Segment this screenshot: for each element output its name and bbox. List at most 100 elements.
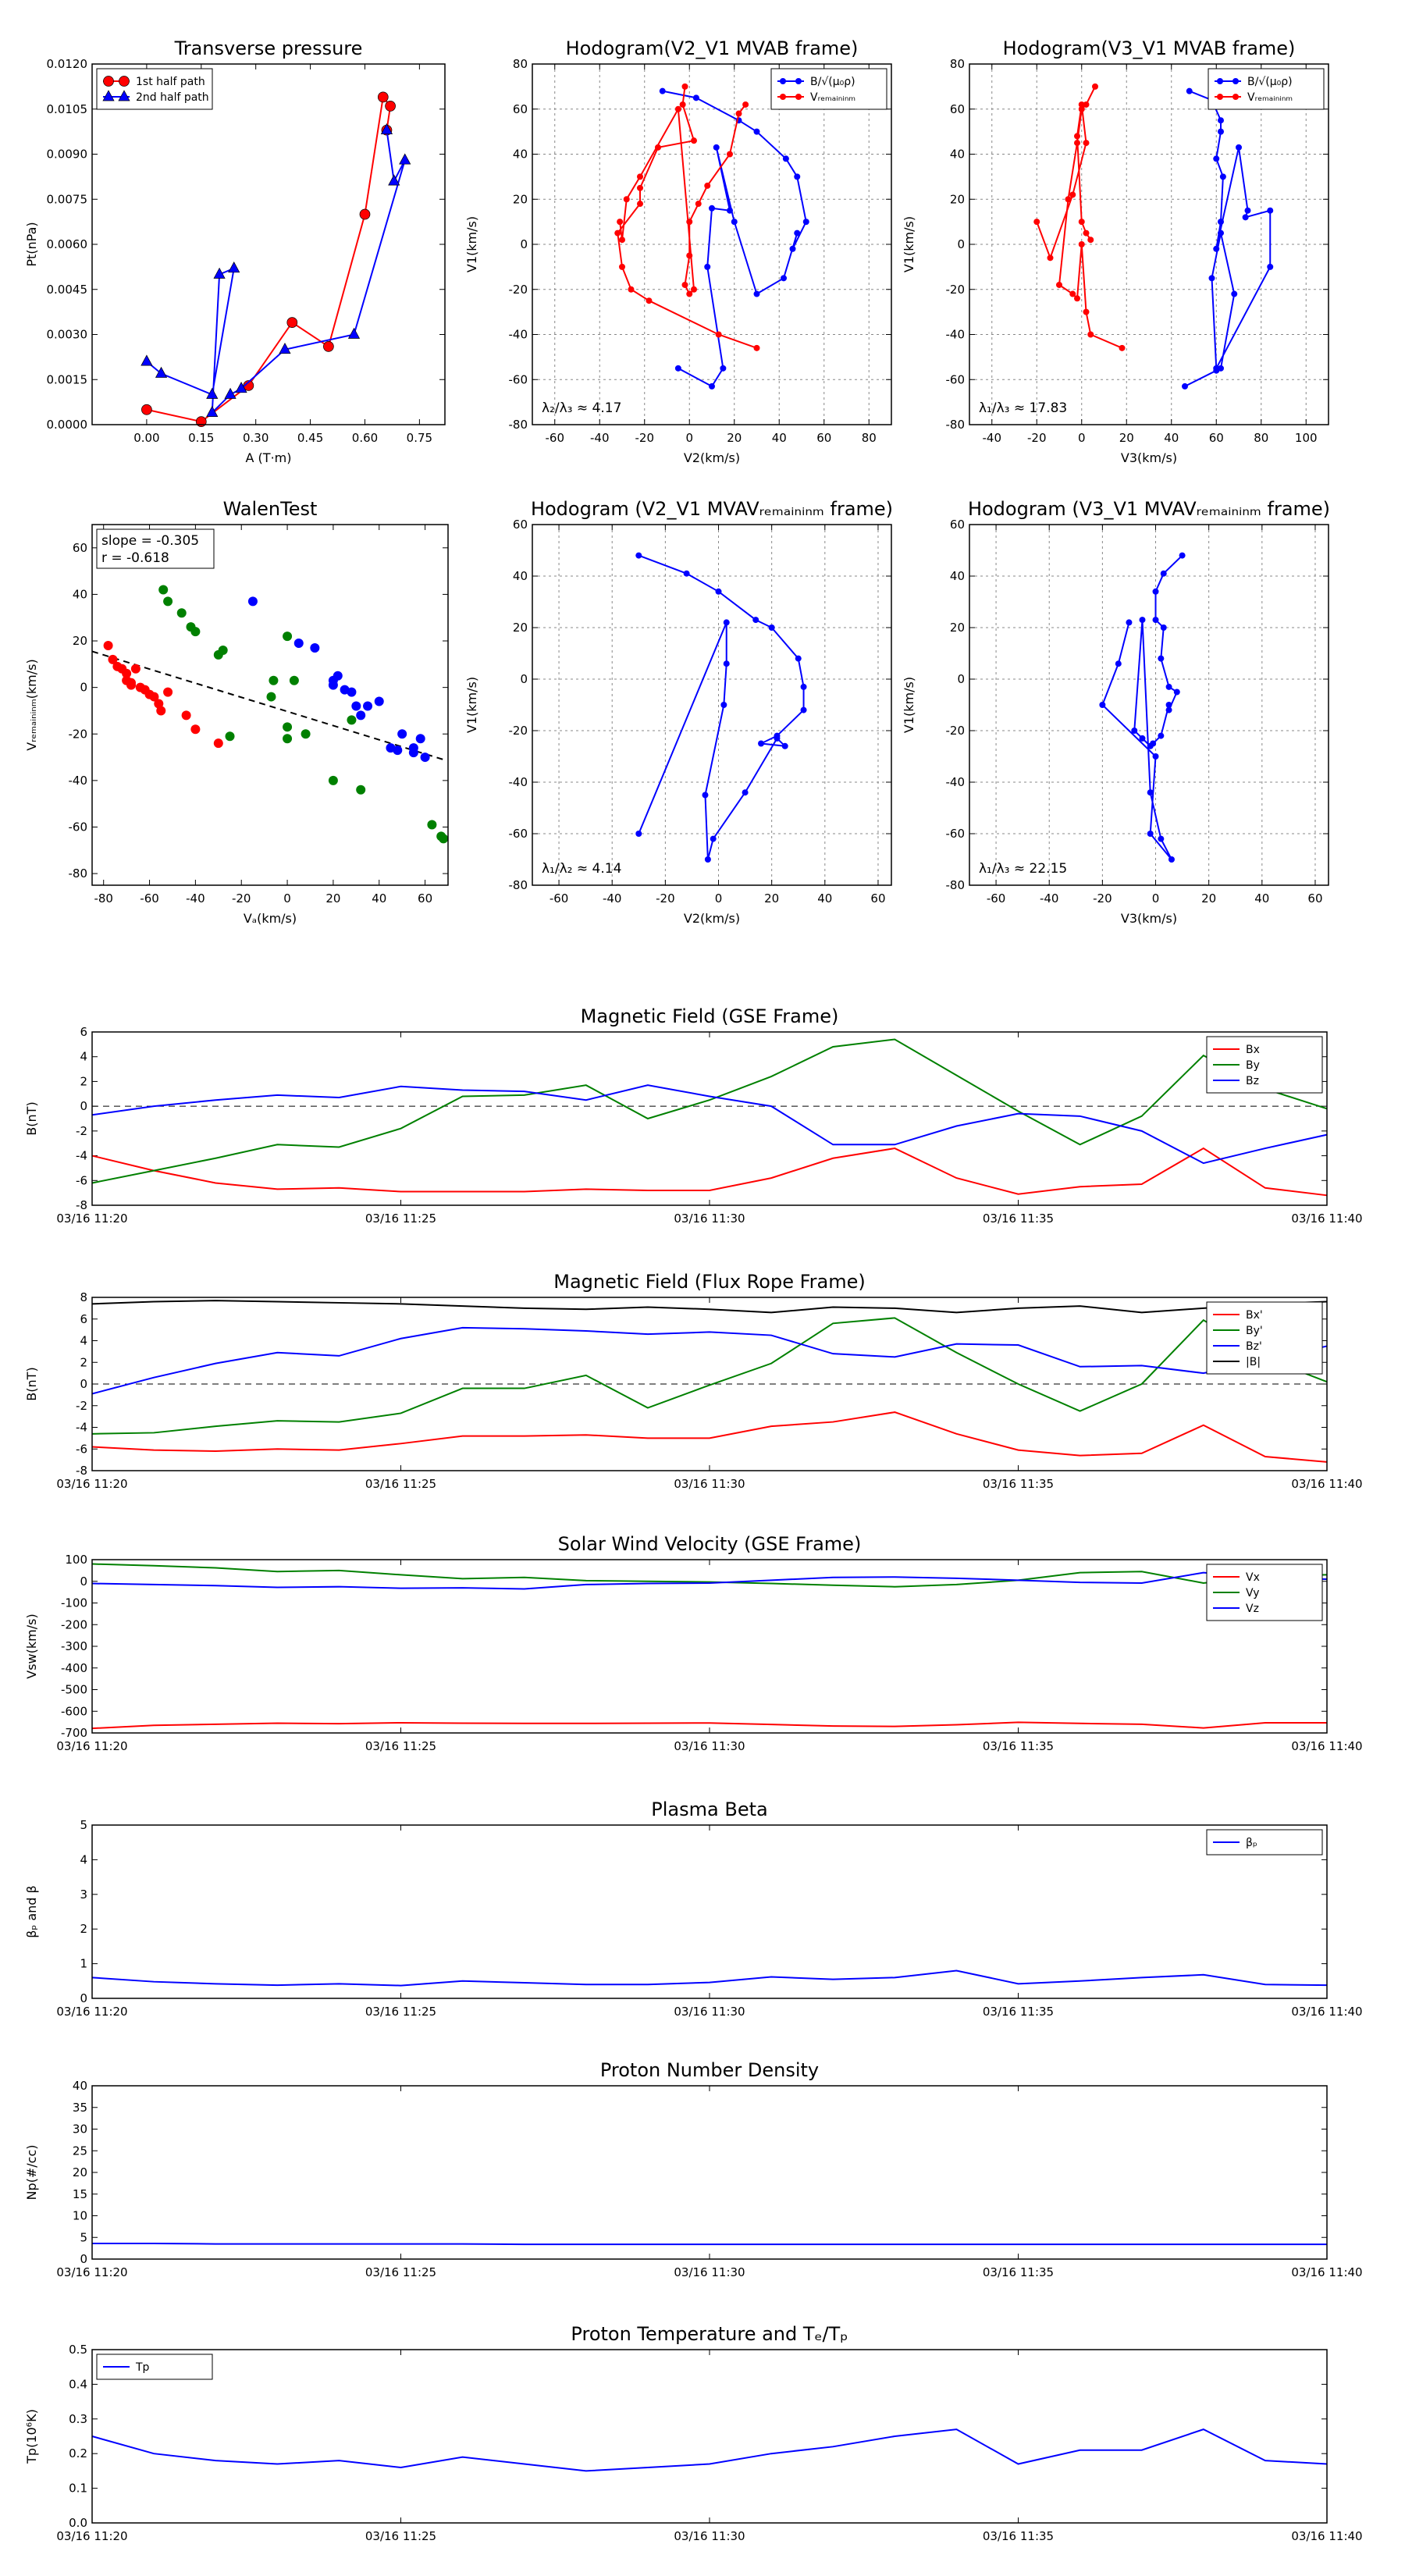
data-point: [283, 734, 293, 744]
data-point: [301, 729, 311, 739]
legend-label: Bz: [1246, 1075, 1259, 1087]
data-point: [695, 201, 702, 208]
data-point: [686, 290, 693, 297]
y-axis-label: Tp(10⁶K): [24, 2409, 39, 2464]
y-axis-label: Vsw(km/s): [24, 1614, 39, 1678]
y-tick-label: 40: [73, 2079, 87, 2093]
y-tick-label: -4: [76, 1149, 87, 1163]
x-tick-label: 03/16 11:35: [983, 2005, 1054, 2019]
y-tick-label: 8: [80, 1290, 87, 1304]
series-line: [91, 1326, 1328, 1395]
x-axis-label: V2(km/s): [684, 911, 740, 926]
data-point: [691, 286, 697, 293]
data-point: [118, 90, 130, 101]
chart-title: Proton Number Density: [600, 2059, 819, 2081]
x-tick-label: 03/16 11:40: [1291, 1477, 1362, 1491]
data-point: [1218, 128, 1224, 135]
y-tick-label: -300: [61, 1639, 87, 1653]
y-tick-label: -60: [946, 827, 966, 841]
y-tick-label: 3: [80, 1888, 87, 1902]
x-tick-label: 60: [816, 431, 831, 445]
y-tick-label: 1: [80, 1957, 87, 1971]
data-point: [637, 184, 643, 191]
x-tick-label: 03/16 11:40: [1291, 1739, 1362, 1753]
y-tick-label: -200: [61, 1617, 87, 1631]
data-point: [637, 173, 643, 180]
chart-magnetic-field-gse: -8 -6 -4 -2 0 2 4 6 03/16 11:20 03/16 11:25 03/16 …: [24, 1005, 1363, 1226]
fit-line: [91, 650, 444, 761]
data-point: [681, 83, 688, 90]
y-tick-label: 0.0000: [47, 418, 88, 432]
data-point: [635, 831, 642, 837]
y-tick-label: 40: [950, 148, 965, 162]
y-tick-label: 0.1: [69, 2482, 87, 2496]
chart-title: Proton Temperature and Tₑ/Tₚ: [571, 2323, 848, 2345]
x-tick-label: 03/16 11:40: [1291, 2265, 1362, 2279]
legend-box: [770, 68, 887, 110]
x-tick-label: 03/16 11:30: [674, 2005, 745, 2019]
data-point: [702, 792, 709, 799]
x-tick-label: 03/16 11:40: [1291, 2005, 1362, 2019]
x-axis-label: A (T·m): [246, 450, 292, 465]
x-tick-label: 40: [1164, 431, 1179, 445]
data-point: [686, 252, 693, 259]
data-point: [1078, 219, 1085, 226]
plot-frame: [91, 1559, 1328, 1734]
y-tick-label: 20: [73, 2165, 87, 2179]
y-tick-label: 0: [80, 1574, 87, 1589]
data-point: [1232, 94, 1239, 100]
data-point: [176, 608, 187, 618]
data-point: [323, 341, 334, 352]
ratio-annotation: λ₁/λ₃ ≈ 22.15: [979, 861, 1067, 877]
y-tick-label: 80: [513, 57, 528, 71]
data-point: [802, 219, 809, 226]
data-point: [1152, 617, 1159, 624]
y-tick-label: 0: [957, 672, 965, 686]
data-point: [1186, 87, 1193, 94]
data-point: [800, 706, 807, 713]
x-tick-label: 03/16 11:25: [365, 1477, 436, 1491]
x-tick-label: 20: [727, 431, 742, 445]
plot-frame: [91, 1297, 1328, 1471]
legend-box: [1206, 1301, 1323, 1375]
data-point: [163, 687, 173, 697]
legend-label: Bx: [1246, 1044, 1260, 1056]
y-tick-label: -600: [61, 1704, 87, 1718]
ratio-annotation: λ₂/λ₃ ≈ 4.17: [542, 400, 621, 416]
data-point: [289, 675, 299, 685]
data-point: [140, 354, 153, 366]
x-tick-label: 03/16 11:30: [674, 2529, 745, 2543]
data-point: [235, 382, 247, 393]
y-tick-label: -20: [509, 283, 528, 297]
data-point: [774, 735, 781, 742]
x-tick-label: 03/16 11:30: [674, 2265, 745, 2279]
y-tick-label: 4: [80, 1050, 87, 1064]
x-tick-label: -20: [1093, 891, 1112, 906]
series-line: [638, 554, 805, 860]
data-point: [704, 263, 711, 270]
data-point: [158, 585, 169, 595]
data-point: [1231, 290, 1238, 297]
data-point: [213, 267, 226, 279]
data-point: [1218, 229, 1224, 237]
y-tick-label: 20: [950, 192, 965, 206]
series-line: [91, 1969, 1328, 1987]
y-tick-label: -60: [509, 372, 528, 386]
data-point: [224, 387, 237, 399]
data-point: [374, 696, 384, 706]
series-line: [1058, 86, 1122, 349]
data-point: [780, 94, 786, 100]
data-point: [686, 219, 693, 226]
y-axis-label: V1(km/s): [902, 677, 916, 733]
x-tick-label: 100: [1295, 431, 1318, 445]
data-point: [713, 144, 720, 151]
y-tick-label: -60: [509, 827, 528, 841]
data-point: [1119, 344, 1126, 351]
data-point: [408, 748, 418, 758]
data-point: [709, 382, 715, 390]
plot-frame: [91, 63, 446, 425]
data-point: [1213, 367, 1220, 374]
data-point: [156, 706, 166, 716]
y-tick-label: -60: [946, 372, 966, 386]
y-tick-label: 100: [65, 1553, 87, 1567]
